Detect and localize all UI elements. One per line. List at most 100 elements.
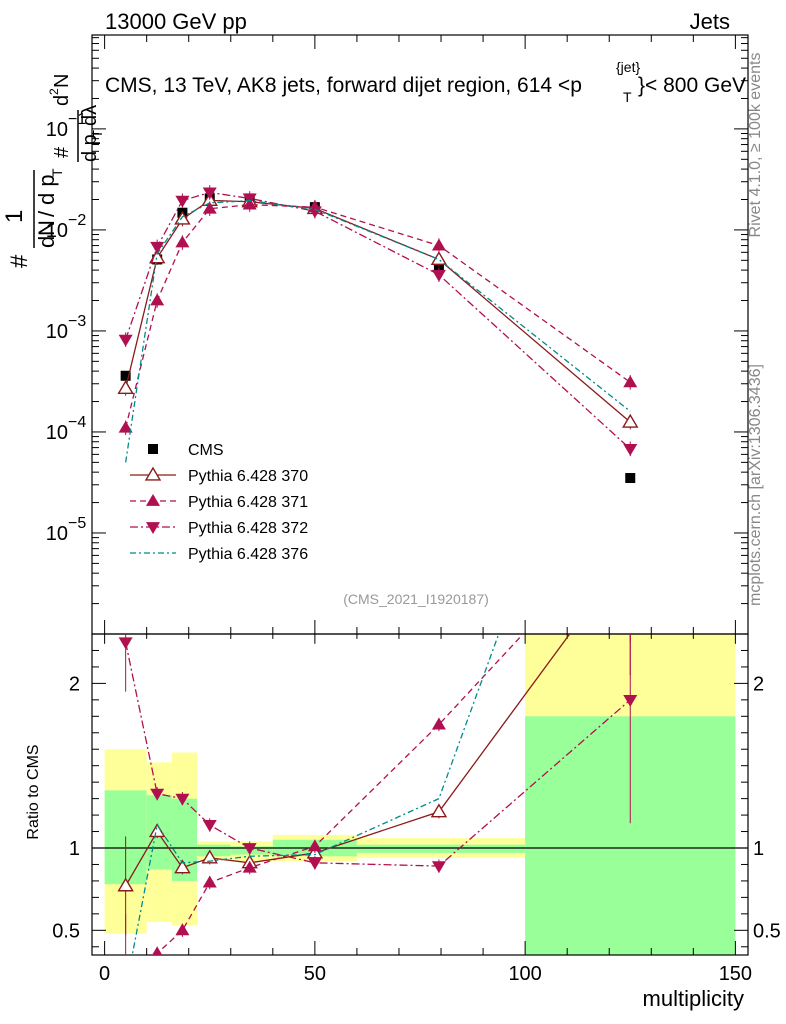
mcplots-reference: mcplots.cern.ch [arXiv:1306.3436]: [747, 364, 764, 606]
svg-text:2: 2: [47, 88, 61, 95]
svg-text:d p: d p: [79, 134, 101, 162]
legend-marker: [146, 494, 160, 506]
category-label: Jets: [690, 9, 730, 34]
ratio-y-axis-label: Ratio to CMS: [25, 744, 42, 839]
ratio-series: [117, 512, 638, 968]
data-point: [118, 334, 133, 347]
y-tick-label: 10: [46, 422, 68, 444]
data-point: [120, 370, 131, 381]
data-point: [202, 201, 217, 214]
data-point: [430, 251, 448, 266]
plot-title: CMS, 13 TeV, AK8 jets, forward dijet reg…: [105, 74, 582, 97]
ratio-point: [175, 923, 190, 936]
ratio-point: [623, 512, 637, 524]
svg-text:T: T: [90, 130, 105, 138]
ratio-point: [148, 823, 166, 838]
y-tick-label: 10: [46, 220, 68, 242]
legend-marker: [144, 466, 162, 481]
ratio-panel-frame: [91, 633, 749, 956]
data-point: [623, 443, 638, 456]
ratio-point: [430, 803, 448, 818]
x-axis-label: multiplicity: [643, 986, 744, 1011]
series-line: [124, 199, 631, 463]
data-point: [175, 235, 190, 248]
y-tick-label: 10: [46, 321, 68, 343]
band-green: [356, 844, 526, 853]
y-tick-exponent: −2: [68, 212, 86, 229]
data-point: [431, 238, 446, 251]
plot-title-subscript: T: [623, 89, 632, 105]
data-point: [174, 210, 191, 225]
rivet-version: Rivet 4.1.0, ≥ 100k events: [747, 53, 764, 238]
svg-text:d p: d p: [34, 174, 59, 205]
ratio-point: [174, 859, 191, 874]
ratio-point: [175, 793, 190, 806]
svg-text:/: /: [34, 210, 59, 217]
svg-text:N: N: [34, 220, 59, 236]
main-y-axis-label: # 1 d N / d p T # d p T dλ d 2 N: [1, 74, 105, 268]
data-point: [118, 420, 133, 433]
x-tick-label: 150: [719, 963, 752, 985]
svg-text:1: 1: [1, 210, 28, 223]
legend-entry: CMS: [188, 442, 224, 459]
legend-entry: Pythia 6.428 372: [188, 520, 308, 537]
main-series: [117, 185, 639, 484]
ratio-point: [202, 875, 217, 888]
ratio-point: [242, 843, 257, 855]
legend: CMS Pythia 6.428 370 Pythia 6.428 371 Pythi…: [130, 442, 308, 563]
ratio-point: [307, 857, 322, 870]
ratio-point: [201, 849, 218, 864]
legend-entry: Pythia 6.428 370: [188, 468, 308, 485]
data-point: [150, 241, 165, 254]
legend-marker: [146, 522, 160, 534]
y-tick-exponent: −5: [68, 515, 86, 532]
x-tick-label: 0: [99, 963, 110, 985]
svg-text:#: #: [6, 254, 33, 268]
legend-marker: [148, 444, 158, 454]
analysis-id: (CMS_2021_I1920187): [343, 591, 489, 607]
svg-text:T: T: [49, 168, 65, 177]
band-green: [197, 844, 231, 857]
y-tick-exponent: −3: [68, 313, 86, 330]
ratio-line: [125, 634, 571, 887]
y-tick-exponent: −1: [68, 111, 86, 128]
process-label: 13000 GeV pp: [105, 9, 247, 34]
data-point: [625, 473, 636, 484]
ratio-point: [623, 694, 638, 707]
ratio-point: [431, 861, 446, 874]
svg-text:dλ: dλ: [79, 105, 101, 126]
ratio-point: [119, 956, 133, 968]
data-point: [623, 375, 638, 388]
x-tick-label: 50: [304, 963, 326, 985]
ratio-point: [623, 545, 637, 557]
y-tick-exponent: −4: [68, 414, 86, 431]
data-point: [175, 195, 190, 208]
ratio-uncertainty-bands: [104, 634, 736, 955]
legend-entry: Pythia 6.428 376: [188, 546, 308, 563]
ratio-y-tick-label: 0.5: [52, 920, 80, 942]
ratio-y-tick-label-right: 0.5: [753, 920, 781, 942]
data-point: [431, 269, 446, 282]
svg-text:N: N: [51, 74, 73, 88]
data-point: [202, 187, 217, 200]
data-point: [117, 379, 134, 394]
ratio-point: [307, 839, 322, 852]
plot-title-superscript: {jet}: [616, 59, 640, 75]
data-point: [622, 413, 639, 428]
ratio-point: [431, 717, 446, 730]
ratio-y-tick-label: 1: [69, 838, 80, 860]
series-line: [125, 203, 631, 428]
plot-title-end: }< 800 GeV: [638, 74, 746, 97]
ratio-line: [149, 634, 524, 955]
series-line: [125, 191, 631, 450]
ratio-point: [117, 877, 134, 892]
ratio-point: [118, 637, 133, 650]
ratio-point: [152, 946, 163, 955]
data-point: [242, 193, 257, 206]
ratio-y-tick-label-right: 2: [753, 673, 764, 695]
y-tick-label: 10: [46, 119, 68, 141]
ratio-point: [202, 820, 217, 832]
y-tick-label: 10: [46, 523, 68, 545]
